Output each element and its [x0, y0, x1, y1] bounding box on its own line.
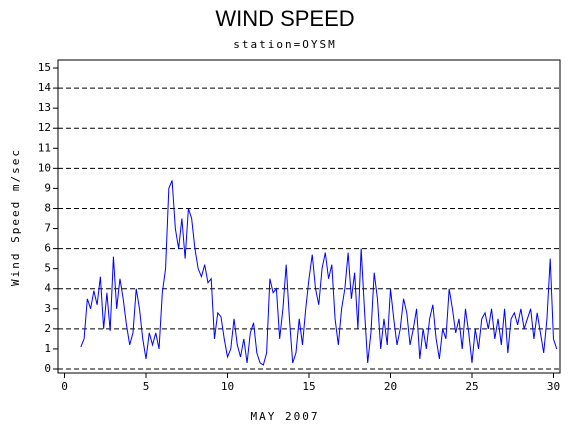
y-tick-label: 10	[38, 161, 51, 174]
y-tick-label: 13	[38, 101, 51, 114]
x-tick-label: 5	[143, 380, 150, 393]
y-tick-label: 11	[38, 141, 51, 154]
chart-title: WIND SPEED	[215, 6, 354, 31]
x-tick-label: 0	[61, 380, 68, 393]
y-tick-label: 1	[44, 342, 51, 355]
y-tick-label: 12	[38, 121, 51, 134]
y-tick-label: 7	[44, 222, 51, 235]
wind-line	[80, 180, 558, 366]
y-tick-label: 6	[44, 242, 51, 255]
y-tick-label: 3	[44, 302, 51, 315]
y-tick-label: 14	[38, 81, 52, 94]
y-tick-label: 5	[44, 262, 51, 275]
x-tick-label: 10	[221, 380, 234, 393]
y-axis-label: Wind Speed m/sec	[9, 148, 22, 286]
x-tick-label: 15	[302, 380, 315, 393]
x-tick-label: 25	[465, 380, 478, 393]
chart-subtitle: station=OYSM	[233, 38, 336, 51]
x-tick-label: 20	[384, 380, 397, 393]
y-tick-label: 2	[44, 322, 51, 335]
y-tick-label: 8	[44, 201, 51, 214]
x-axis-label: MAY 2007	[251, 410, 320, 423]
y-tick-label: 9	[44, 181, 51, 194]
y-tick-label: 0	[44, 362, 51, 375]
y-tick-label: 4	[44, 282, 51, 295]
y-tick-label: 15	[38, 61, 51, 74]
x-tick-label: 30	[547, 380, 560, 393]
